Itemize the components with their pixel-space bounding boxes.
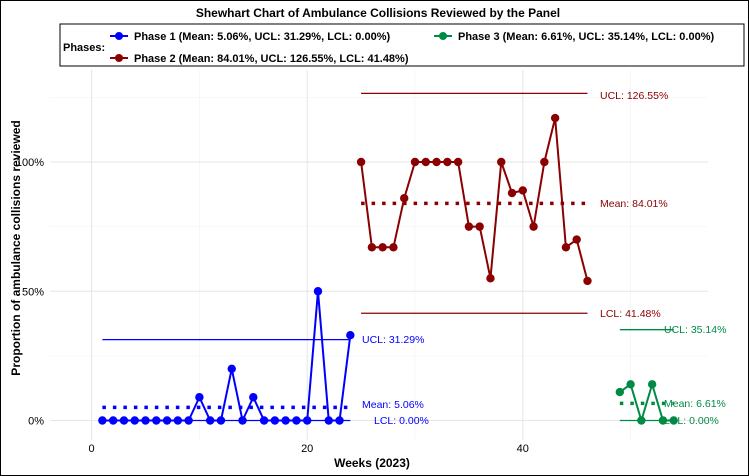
data-line-phase-2: [361, 118, 587, 281]
ucl-label-phase-3: UCL: 35.14%: [664, 324, 726, 336]
series-phase-3: [616, 330, 678, 425]
data-point-phase-1: [217, 416, 225, 424]
data-point-phase-2: [454, 158, 462, 166]
legend-label-phase-3: Phase 3 (Mean: 6.61%, UCL: 35.14%, LCL: …: [458, 31, 714, 43]
data-point-phase-3: [616, 388, 624, 396]
data-point-phase-2: [443, 158, 451, 166]
data-point-phase-1: [281, 416, 289, 424]
y-tick-label: 50%: [22, 286, 44, 298]
legend-entry-phase-3: Phase 3 (Mean: 6.61%, UCL: 35.14%, LCL: …: [434, 31, 714, 43]
data-point-phase-2: [551, 114, 559, 122]
data-point-phase-2: [475, 222, 483, 230]
data-point-phase-1: [346, 331, 354, 339]
data-point-phase-1: [195, 393, 203, 401]
data-point-phase-1: [314, 287, 322, 295]
data-point-phase-2: [378, 243, 386, 251]
legend: Phases: Phase 1 (Mean: 5.06%, UCL: 31.29…: [60, 24, 744, 66]
legend-title: Phases:: [63, 42, 105, 54]
data-point-phase-1: [206, 416, 214, 424]
data-point-phase-2: [357, 158, 365, 166]
data-point-phase-1: [292, 416, 300, 424]
data-point-phase-3: [626, 380, 634, 388]
data-point-phase-2: [540, 158, 548, 166]
y-tick-label: 0%: [28, 416, 44, 428]
x-axis-title: Weeks (2023): [334, 456, 410, 470]
data-point-phase-1: [98, 416, 106, 424]
data-point-phase-1: [184, 416, 192, 424]
ucl-label-phase-1: UCL: 31.29%: [362, 334, 424, 346]
data-point-phase-1: [228, 365, 236, 373]
grid: [50, 70, 708, 440]
data-point-phase-2: [519, 186, 527, 194]
data-point-phase-2: [432, 158, 440, 166]
data-point-phase-2: [465, 222, 473, 230]
mean-label-phase-3: Mean: 6.61%: [664, 398, 726, 410]
data-point-phase-1: [120, 416, 128, 424]
lcl-label-phase-1: LCL: 0.00%: [374, 415, 429, 427]
legend-entry-phase-2: Phase 2 (Mean: 84.01%, UCL: 126.55%, LCL…: [110, 53, 409, 65]
data-point-phase-1: [303, 416, 311, 424]
lcl-label-phase-3: LCL: 0.00%: [664, 415, 719, 427]
chart-title: Shewhart Chart of Ambulance Collisions R…: [196, 6, 560, 20]
data-point-phase-1: [174, 416, 182, 424]
data-point-phase-1: [238, 416, 246, 424]
data-point-phase-2: [583, 277, 591, 285]
data-point-phase-2: [411, 158, 419, 166]
data-point-phase-1: [152, 416, 160, 424]
data-point-phase-1: [109, 416, 117, 424]
data-point-phase-3: [648, 380, 656, 388]
data-point-phase-2: [368, 243, 376, 251]
limit-labels: UCL: 31.29% Mean: 5.06% LCL: 0.00% UCL: 126…: [362, 90, 726, 427]
data-point-phase-3: [637, 416, 645, 424]
mean-label-phase-2: Mean: 84.01%: [600, 198, 668, 210]
ucl-label-phase-2: UCL: 126.55%: [600, 90, 668, 102]
data-point-phase-2: [573, 235, 581, 243]
x-tick-label: 20: [301, 443, 313, 455]
data-point-phase-2: [529, 222, 537, 230]
data-point-phase-2: [562, 243, 570, 251]
data-point-phase-1: [271, 416, 279, 424]
data-point-phase-2: [400, 194, 408, 202]
x-tick-label: 40: [517, 443, 529, 455]
data-point-phase-1: [260, 416, 268, 424]
data-point-phase-2: [508, 189, 516, 197]
series-phase-2: [357, 93, 592, 313]
data-point-phase-2: [486, 274, 494, 282]
data-point-phase-2: [422, 158, 430, 166]
y-axis-title: Proportion of ambulance collisions revie…: [9, 120, 23, 375]
axes: 0 20 400%50%100%: [16, 157, 529, 455]
data-point-phase-1: [131, 416, 139, 424]
data-point-phase-1: [163, 416, 171, 424]
data-point-phase-1: [325, 416, 333, 424]
data-point-phase-2: [389, 243, 397, 251]
legend-label-phase-2: Phase 2 (Mean: 84.01%, UCL: 126.55%, LCL…: [134, 53, 409, 65]
data-point-phase-1: [335, 416, 343, 424]
series: [98, 93, 678, 424]
data-point-phase-1: [249, 393, 257, 401]
legend-label-phase-1: Phase 1 (Mean: 5.06%, UCL: 31.29%, LCL: …: [134, 31, 390, 43]
legend-entry-phase-1: Phase 1 (Mean: 5.06%, UCL: 31.29%, LCL: …: [110, 31, 390, 43]
mean-label-phase-1: Mean: 5.06%: [362, 399, 424, 411]
lcl-label-phase-2: LCL: 41.48%: [600, 308, 661, 320]
data-point-phase-1: [141, 416, 149, 424]
x-tick-label: 0: [89, 443, 95, 455]
data-point-phase-2: [497, 158, 505, 166]
